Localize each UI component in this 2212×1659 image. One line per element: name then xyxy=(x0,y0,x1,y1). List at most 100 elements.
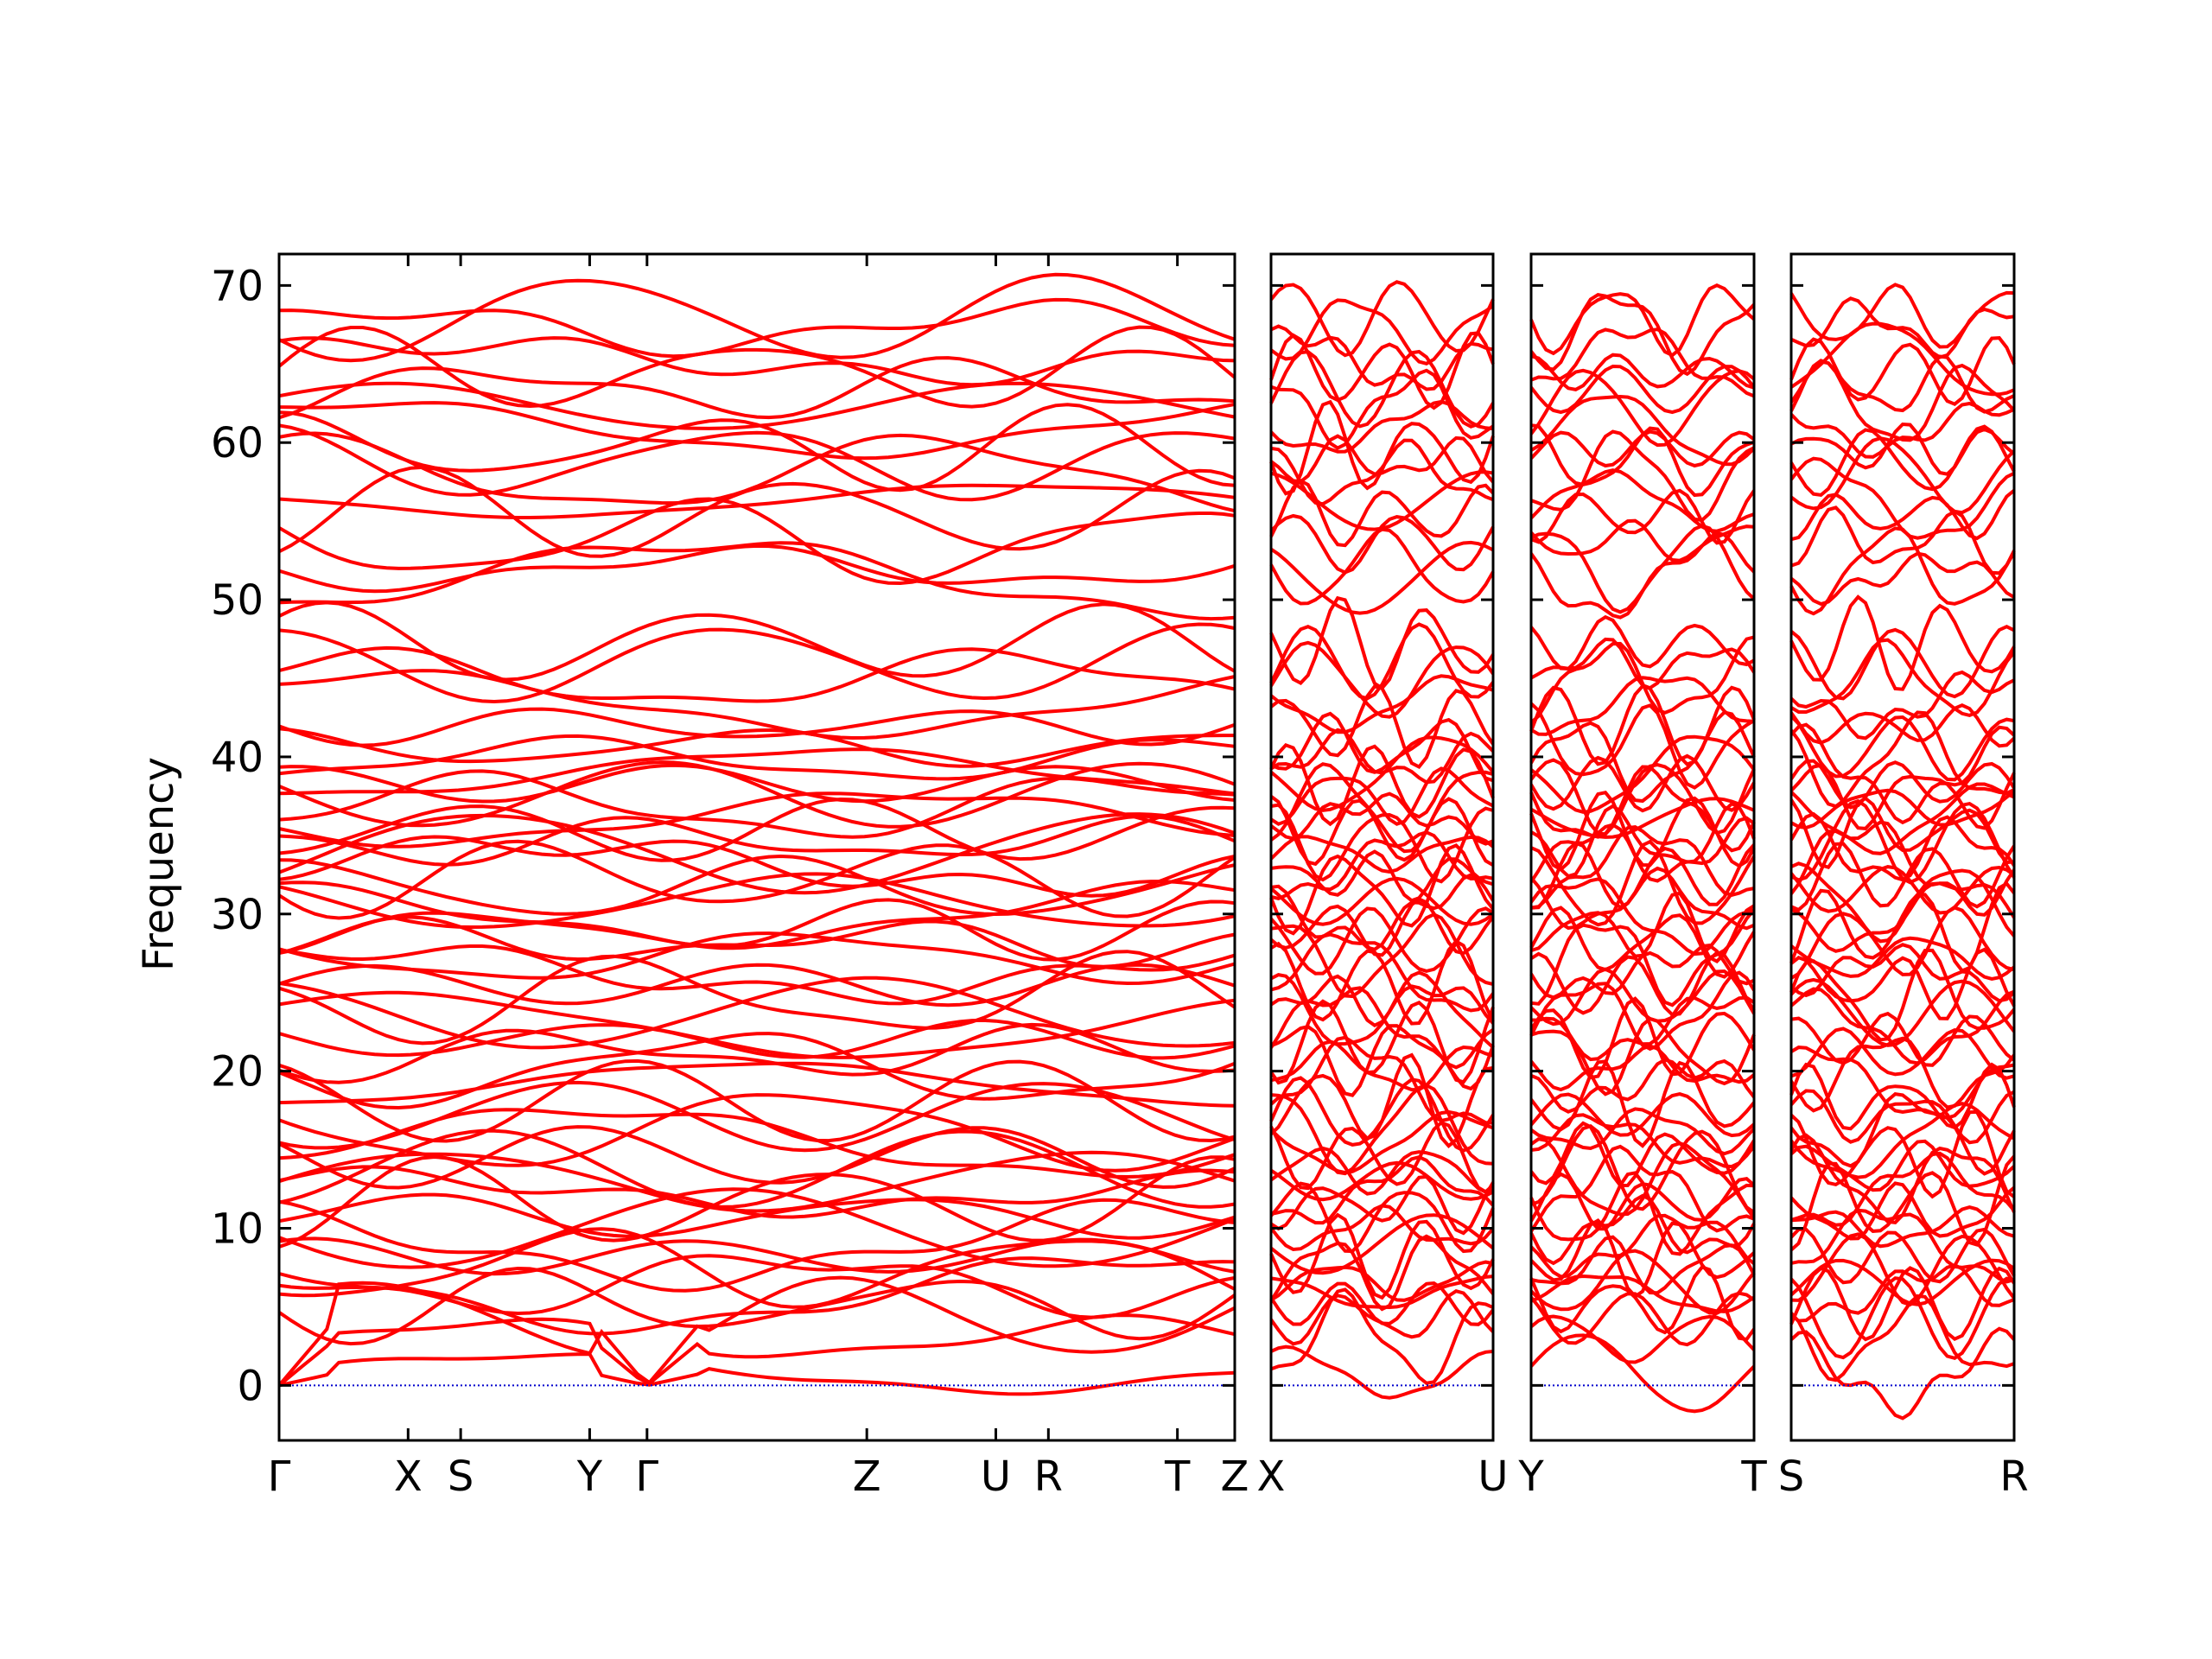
band-line xyxy=(278,1061,1236,1108)
band-line xyxy=(1269,1281,1495,1326)
band-line xyxy=(1269,1212,1495,1300)
band-line xyxy=(278,1187,1236,1269)
band-line xyxy=(278,1150,1236,1213)
band-line xyxy=(1270,1154,1495,1225)
band-line xyxy=(1529,1213,1756,1279)
band-line xyxy=(278,976,1236,1050)
x-tick-label: X xyxy=(1257,1452,1286,1501)
band-line xyxy=(1529,1121,1756,1188)
band-line xyxy=(277,325,1236,409)
band-line xyxy=(1530,327,1755,398)
band-line xyxy=(278,1058,1236,1143)
band-line xyxy=(1789,977,2016,1047)
band-line xyxy=(278,763,1236,804)
band-line xyxy=(1529,801,1756,879)
band-line xyxy=(1789,526,2016,616)
band-line xyxy=(1269,540,1494,615)
band-line xyxy=(1269,331,1495,410)
band-line xyxy=(1269,843,1495,936)
band-line xyxy=(278,541,1236,621)
band-line xyxy=(1789,624,2015,701)
band-line xyxy=(1790,842,2016,912)
band-line xyxy=(278,707,1236,747)
band-line xyxy=(1530,353,1755,391)
x-tick-label: X xyxy=(394,1452,423,1501)
band-line xyxy=(278,747,1236,796)
y-tick-label: 60 xyxy=(211,419,264,467)
band-line xyxy=(1269,791,1494,846)
band-line xyxy=(1529,758,1756,836)
x-tick-label: Y xyxy=(1517,1452,1544,1501)
band-line xyxy=(1269,1204,1495,1252)
band-line xyxy=(1790,861,2016,944)
band-line xyxy=(1529,1314,1756,1364)
band-line xyxy=(1269,906,1495,976)
band-line xyxy=(1789,1089,2015,1145)
band-line xyxy=(1789,1326,2016,1421)
band-line xyxy=(1529,1092,1756,1138)
band-line xyxy=(1789,1263,2015,1323)
band-line xyxy=(278,944,1236,1006)
band-line xyxy=(1529,468,1755,533)
band-line xyxy=(1269,298,1495,365)
band-line xyxy=(278,381,1236,430)
band-line xyxy=(278,1032,1236,1110)
band-line xyxy=(278,431,1236,513)
band-line xyxy=(1269,735,1495,812)
band-line xyxy=(278,931,1236,986)
band-line xyxy=(1529,1249,1756,1315)
band-line xyxy=(1789,759,2016,810)
panel-frame xyxy=(277,252,1236,1442)
band-line xyxy=(1790,1011,2016,1067)
x-tick-label: S xyxy=(448,1452,474,1501)
band-line xyxy=(1529,1217,1756,1300)
band-line xyxy=(1530,488,1756,545)
band-line xyxy=(277,839,1236,920)
band-line xyxy=(1789,321,2015,397)
band-line xyxy=(1529,518,1755,563)
band-line xyxy=(1529,1137,1756,1219)
band-line xyxy=(1530,908,1756,1007)
band-line xyxy=(278,272,1236,363)
band-line xyxy=(1269,1174,1495,1236)
band-line xyxy=(278,814,1236,867)
panel-frame xyxy=(1789,252,2016,1442)
band-line xyxy=(278,1198,1236,1293)
band-line xyxy=(1269,399,1495,496)
band-line xyxy=(278,963,1236,1007)
band-line xyxy=(1790,489,2016,542)
band-line xyxy=(278,1254,1236,1319)
band-line xyxy=(278,835,1236,898)
band-line xyxy=(1790,788,2016,830)
band-line xyxy=(1790,1205,2015,1249)
band-line xyxy=(278,423,1236,502)
band-line xyxy=(1789,638,2016,717)
x-tick-label: U xyxy=(981,1452,1011,1501)
x-tick-label: Z xyxy=(1221,1452,1249,1501)
band-line xyxy=(1529,1107,1756,1156)
band-line xyxy=(278,797,1236,862)
band-line xyxy=(1789,1276,2015,1360)
band-line xyxy=(1269,1109,1494,1175)
band-line xyxy=(1530,891,1756,963)
band-line xyxy=(1790,422,2016,476)
band-line xyxy=(1789,936,2016,981)
band-line xyxy=(1269,795,1494,867)
y-tick-label: 0 xyxy=(237,1362,264,1410)
y-tick-label: 40 xyxy=(211,734,264,782)
band-line xyxy=(278,898,1236,962)
band-line xyxy=(1270,1083,1494,1176)
x-tick-label: T xyxy=(1164,1452,1191,1501)
band-line xyxy=(278,356,1236,420)
frame-layer xyxy=(277,252,2016,1442)
band-line xyxy=(1529,429,1756,468)
bands-layer xyxy=(277,272,2016,1421)
band-line xyxy=(1789,987,2015,1065)
band-line xyxy=(1269,835,1495,874)
band-line xyxy=(1789,354,2015,414)
band-line xyxy=(278,812,1236,895)
band-line xyxy=(277,497,1236,586)
band-line xyxy=(1529,1044,1756,1092)
x-tick-label: R xyxy=(1999,1452,2028,1501)
